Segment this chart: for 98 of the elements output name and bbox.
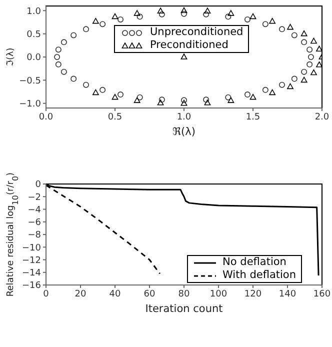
point — [244, 92, 250, 98]
x-tick-label: 60 — [144, 289, 156, 300]
y-tick-label: −16 — [22, 281, 42, 292]
x-tick-label: 140 — [278, 289, 296, 300]
legend-label: Preconditioned — [150, 39, 228, 52]
point — [60, 68, 67, 75]
point — [134, 10, 140, 16]
x-tick-label: 0 — [43, 289, 50, 300]
x-tick-label: 0.0 — [38, 112, 54, 122]
y-tick-label: 0.5 — [26, 30, 41, 40]
point — [291, 32, 298, 38]
point — [55, 46, 62, 53]
point — [180, 54, 188, 60]
point — [136, 94, 143, 100]
point — [118, 16, 124, 22]
point — [310, 69, 317, 76]
point — [60, 39, 67, 46]
point — [100, 21, 106, 28]
point — [55, 61, 62, 68]
point — [70, 76, 77, 82]
point — [250, 13, 256, 20]
point — [158, 96, 165, 103]
point — [269, 89, 276, 96]
y-tick-label: −10 — [22, 243, 42, 254]
point — [203, 11, 210, 18]
point — [306, 46, 313, 53]
point — [92, 18, 99, 24]
point — [262, 86, 268, 93]
point — [225, 94, 232, 100]
point — [300, 76, 308, 83]
point — [316, 61, 322, 68]
x-axis-title: ℜ(λ) — [172, 126, 196, 138]
point — [158, 11, 165, 18]
x-tick-label: 120 — [244, 289, 262, 300]
point — [181, 10, 187, 17]
y-tick-label: 1.0 — [26, 6, 42, 17]
point — [310, 38, 317, 44]
y-tick-label: −0.5 — [19, 76, 41, 86]
point — [83, 26, 90, 32]
x-tick-label: 160 — [313, 289, 331, 300]
point — [300, 30, 308, 36]
x-tick-label: 1.5 — [246, 112, 260, 122]
point — [262, 21, 268, 28]
point — [92, 89, 99, 96]
y-tick-label: −8 — [28, 230, 42, 241]
y-tick-label: −14 — [22, 268, 42, 279]
y-tick-label: −12 — [22, 256, 41, 266]
point — [204, 100, 211, 106]
x-tick-label: 20 — [74, 289, 86, 300]
point — [228, 97, 234, 103]
point — [157, 100, 164, 106]
point — [83, 82, 90, 88]
point — [228, 10, 234, 16]
point — [100, 86, 106, 93]
point — [250, 94, 256, 100]
x-axis-title: Iteration count — [145, 303, 223, 315]
point — [287, 24, 294, 30]
point — [225, 14, 232, 20]
point — [180, 7, 188, 14]
y-tick-label: −6 — [28, 218, 42, 228]
y-tick-label: 0.0 — [26, 53, 42, 64]
point — [180, 100, 188, 106]
point — [54, 54, 60, 60]
point — [157, 8, 164, 14]
legend-label: Unpreconditioned — [150, 26, 244, 39]
point — [136, 14, 143, 20]
point — [301, 68, 308, 75]
point — [269, 18, 276, 24]
point — [134, 97, 140, 103]
y-tick-label: 0 — [35, 180, 42, 190]
point — [112, 94, 118, 100]
x-tick-label: 100 — [210, 289, 228, 300]
x-tick-label: 0.5 — [108, 112, 122, 122]
point — [112, 13, 118, 20]
y-tick-label: −2 — [28, 192, 41, 203]
point — [301, 39, 308, 46]
point — [181, 97, 187, 104]
point — [244, 16, 250, 22]
x-tick-label: 80 — [178, 289, 190, 300]
point — [70, 32, 77, 38]
point — [204, 8, 211, 14]
point — [291, 76, 298, 82]
point — [308, 54, 314, 60]
x-tick-label: 2.0 — [314, 112, 330, 122]
point — [118, 92, 124, 98]
point — [278, 82, 285, 88]
legend-label: With deflation — [222, 269, 296, 282]
point — [306, 61, 313, 68]
point — [316, 46, 322, 52]
x-tick-label: 1.0 — [176, 112, 192, 122]
x-tick-label: 40 — [109, 289, 121, 300]
point — [287, 83, 294, 90]
legend-label: No deflation — [222, 256, 286, 269]
point — [278, 26, 285, 32]
y-tick-label: −1.0 — [19, 100, 42, 110]
y-axis-title: ℑ(λ) — [6, 48, 16, 66]
point — [203, 96, 210, 103]
y-tick-label: −4 — [28, 205, 42, 216]
